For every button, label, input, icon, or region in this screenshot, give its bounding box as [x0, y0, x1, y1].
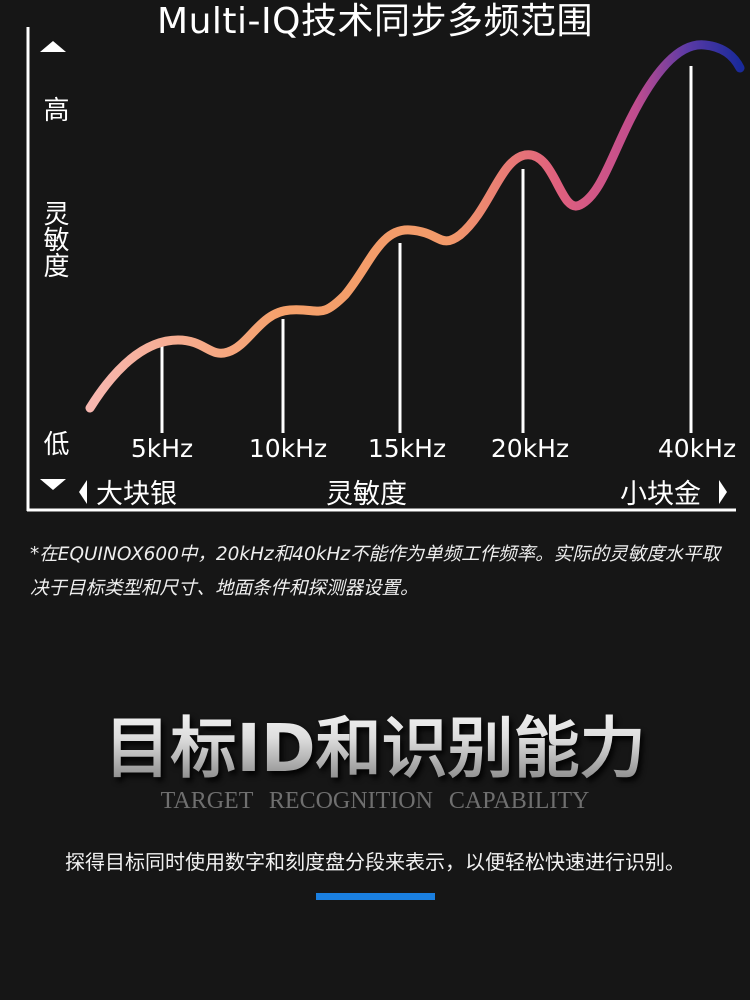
accent-divider [316, 893, 435, 900]
freq-label-15khz: 15kHz [367, 434, 447, 463]
y-axis-label: 灵敏度 [39, 200, 69, 278]
sensitivity-diagram [26, 27, 745, 512]
freq-label-20khz: 20kHz [490, 434, 570, 463]
diagram-title: Multi-IQ技术同步多频范围 [157, 1, 593, 42]
section-subtitle: TARGET RECOGNITION CAPABILITY [160, 788, 590, 814]
x-axis-left-label: 大块银 [96, 479, 177, 510]
footnote: *在EQUINOX600中，20kHz和40kHz不能作为单频工作频率。实际的灵… [30, 544, 721, 599]
arrow-up-icon [40, 41, 66, 52]
arrow-down-icon [40, 479, 66, 490]
arrow-right-icon [719, 480, 727, 504]
x-axis-center-label: 灵敏度 [326, 479, 407, 510]
section-title: 目标ID和识别能力 [0, 695, 750, 791]
section-description: 探得目标同时使用数字和刻度盘分段来表示，以便轻松快速进行识别。 [65, 850, 685, 874]
y-axis-low-label: 低 [39, 430, 69, 456]
sensitivity-curve [85, 40, 745, 413]
x-axis-right-label: 小块金 [620, 479, 701, 510]
arrow-left-icon [79, 480, 87, 504]
freq-label-10khz: 10kHz [248, 434, 328, 463]
freq-label-5khz: 5kHz [130, 434, 194, 463]
freq-label-40khz: 40kHz [657, 434, 737, 463]
y-axis-high-label: 高 [39, 96, 69, 122]
